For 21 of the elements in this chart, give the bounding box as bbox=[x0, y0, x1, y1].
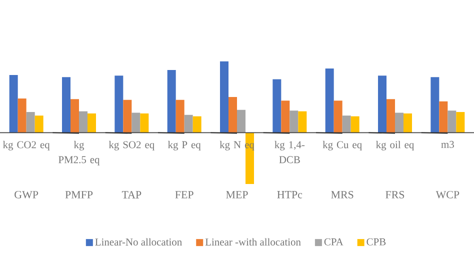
x-tick-label: FEP bbox=[175, 191, 194, 198]
x-tick-label: HTPc bbox=[277, 191, 302, 198]
annotation: kg 1,4-DCB bbox=[274, 140, 305, 164]
annotation: kg P eq bbox=[168, 140, 201, 150]
legend-label: Linear -with allocation bbox=[205, 238, 301, 246]
legend-label: CPA bbox=[324, 238, 344, 246]
x-tick-label: MRS bbox=[331, 191, 354, 198]
annotation: kg Cu eq bbox=[322, 140, 362, 150]
x-tick-label: GWP bbox=[14, 190, 38, 198]
annotation: kg oil eq bbox=[376, 140, 414, 150]
x-tick-label: WCP bbox=[436, 190, 460, 198]
annotation: kg SO2 eq bbox=[108, 140, 154, 150]
x-tick-label: FRS bbox=[386, 191, 404, 198]
legend-label: Linear-No allocation bbox=[95, 238, 182, 246]
annotation: kg CO2 eq bbox=[3, 140, 50, 150]
annotation: kg PM2.5 eq bbox=[58, 140, 100, 166]
legend-label: CPB bbox=[366, 238, 386, 246]
annotation: m3 bbox=[441, 140, 454, 148]
x-tick-label: TAP bbox=[122, 191, 142, 198]
x-tick-label: MEP bbox=[226, 191, 248, 198]
x-tick-label: PMFP bbox=[65, 191, 93, 198]
